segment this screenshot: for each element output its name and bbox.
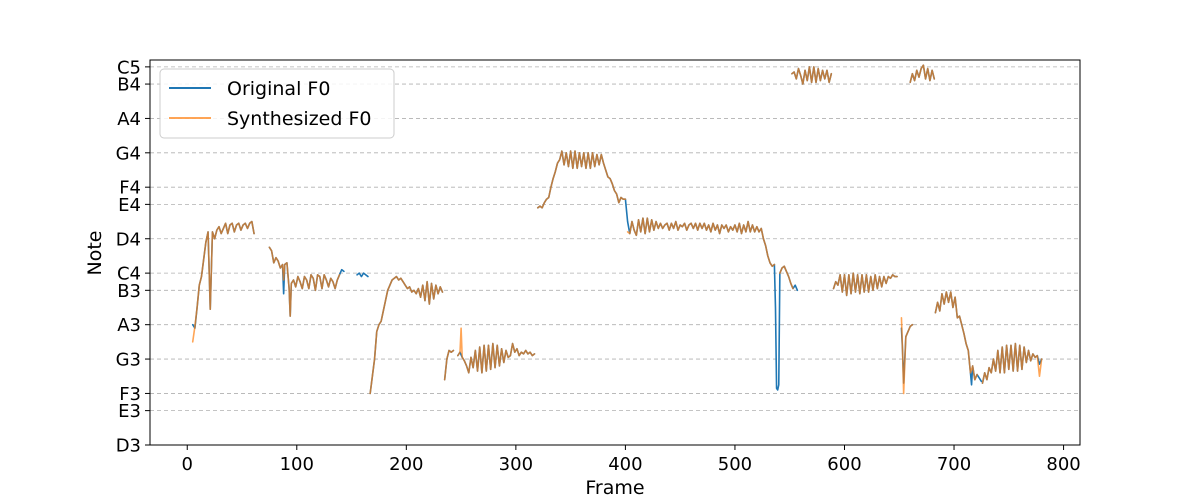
y-tick-label: F3: [119, 384, 141, 405]
y-tick-label: D4: [116, 229, 141, 250]
series-line-segment: [626, 217, 776, 268]
x-tick-label: 700: [937, 454, 971, 475]
x-tick-label: 500: [718, 454, 752, 475]
series-line-segment: [900, 317, 914, 395]
series-line-segment: [791, 66, 833, 85]
series-line-segment: [909, 64, 936, 84]
series-line-segment: [356, 272, 369, 278]
x-tick-label: 0: [182, 454, 193, 475]
y-axis-title: Note: [84, 231, 106, 276]
y-tick-label: B4: [117, 75, 141, 96]
y-tick-label: C5: [117, 57, 141, 78]
legend-label-synthesized: Synthesized F0: [227, 108, 372, 130]
series-line-segment: [457, 327, 536, 374]
x-axis-title: Frame: [585, 477, 644, 499]
legend: Original F0 Synthesized F0: [159, 68, 395, 139]
legend-frame: [159, 68, 395, 139]
y-tick-label: D3: [116, 436, 141, 457]
y-tick-label: G3: [116, 350, 141, 371]
x-tick-label: 400: [608, 454, 642, 475]
series-line-segment: [369, 275, 444, 395]
y-tick-label: F4: [119, 178, 141, 199]
series-line-segment: [268, 246, 341, 317]
x-tick-label: 100: [280, 454, 314, 475]
y-tick-label: E3: [118, 401, 141, 422]
series-line-segment: [934, 291, 978, 381]
y-tick-label: E4: [118, 195, 141, 216]
x-tick-label: 300: [499, 454, 533, 475]
series-line-segment: [536, 150, 627, 209]
plot-area-lines: [191, 64, 1043, 395]
legend-label-original: Original F0: [227, 78, 330, 100]
y-tick-label: B3: [117, 281, 141, 302]
series-line-segment: [981, 342, 1043, 384]
y-tick-label: G4: [116, 143, 141, 164]
x-tick-label: 600: [827, 454, 861, 475]
series-line-segment: [191, 220, 255, 343]
axes-frame: [149, 59, 1081, 446]
series-line-segment: [832, 272, 898, 297]
y-tick-label: A4: [117, 109, 141, 130]
x-tick-label: 200: [389, 454, 423, 475]
x-tick-label: 800: [1046, 454, 1080, 475]
y-tick-label: C4: [117, 264, 141, 285]
y-tick-label: A3: [117, 315, 141, 336]
series-line-segment: [443, 349, 455, 381]
series-synthesized-f0: [191, 64, 1043, 395]
series-line-segment: [779, 265, 794, 290]
x-axis: 0 100 200 300 400 500 600 700 800: [182, 445, 1081, 475]
